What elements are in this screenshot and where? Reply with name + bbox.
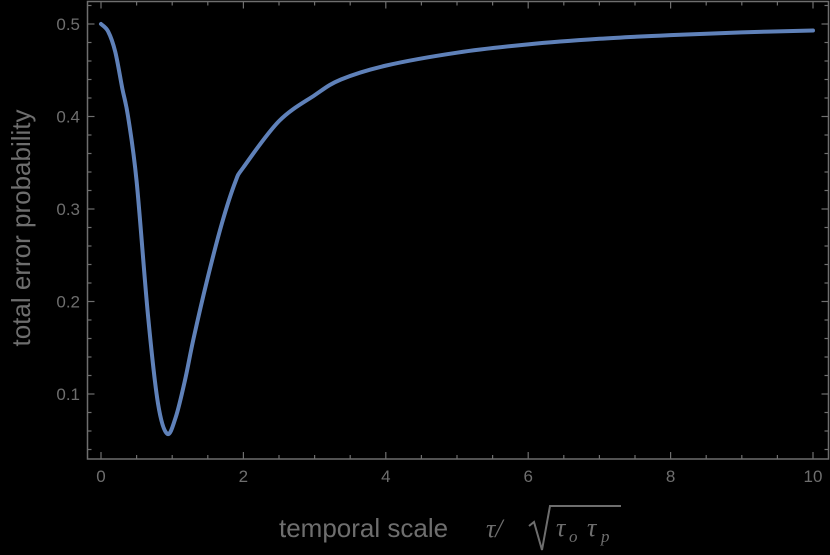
plot-frame [86, 0, 830, 460]
y-tick-label: 0.3 [56, 200, 80, 219]
y-tick-label: 0.4 [56, 108, 80, 127]
y-axis-label: total error probability [6, 110, 36, 347]
x-tick-label: 8 [666, 467, 675, 486]
x-tick-label: 2 [239, 467, 248, 486]
x-axis-label: temporal scale τ/ τ o τ p [279, 505, 621, 551]
axis-ticks [87, 1, 829, 459]
sqrt-sign [528, 505, 621, 551]
y-tick-label: 0.1 [56, 385, 80, 404]
x-axis-label-text: temporal scale [279, 513, 448, 543]
x-tick-label: 0 [96, 467, 105, 486]
tick-labels: 0 2 4 6 8 10 0.1 0.2 0.3 0.4 0.5 [56, 15, 822, 486]
x-axis-label-tau-o: τ [556, 513, 567, 542]
x-tick-label: 4 [381, 467, 390, 486]
data-curve [99, 22, 815, 437]
x-tick-label: 6 [523, 467, 532, 486]
frame-rect [86, 0, 830, 460]
x-axis-label-tau: τ/ [486, 514, 505, 543]
x-axis-label-sub-p: p [600, 527, 610, 546]
y-tick-label: 0.5 [56, 15, 80, 34]
x-axis-label-sub-o: o [569, 527, 578, 546]
x-axis-label-tau-p: τ [587, 513, 598, 542]
y-tick-label: 0.2 [56, 293, 80, 312]
x-tick-label: 10 [804, 467, 823, 486]
